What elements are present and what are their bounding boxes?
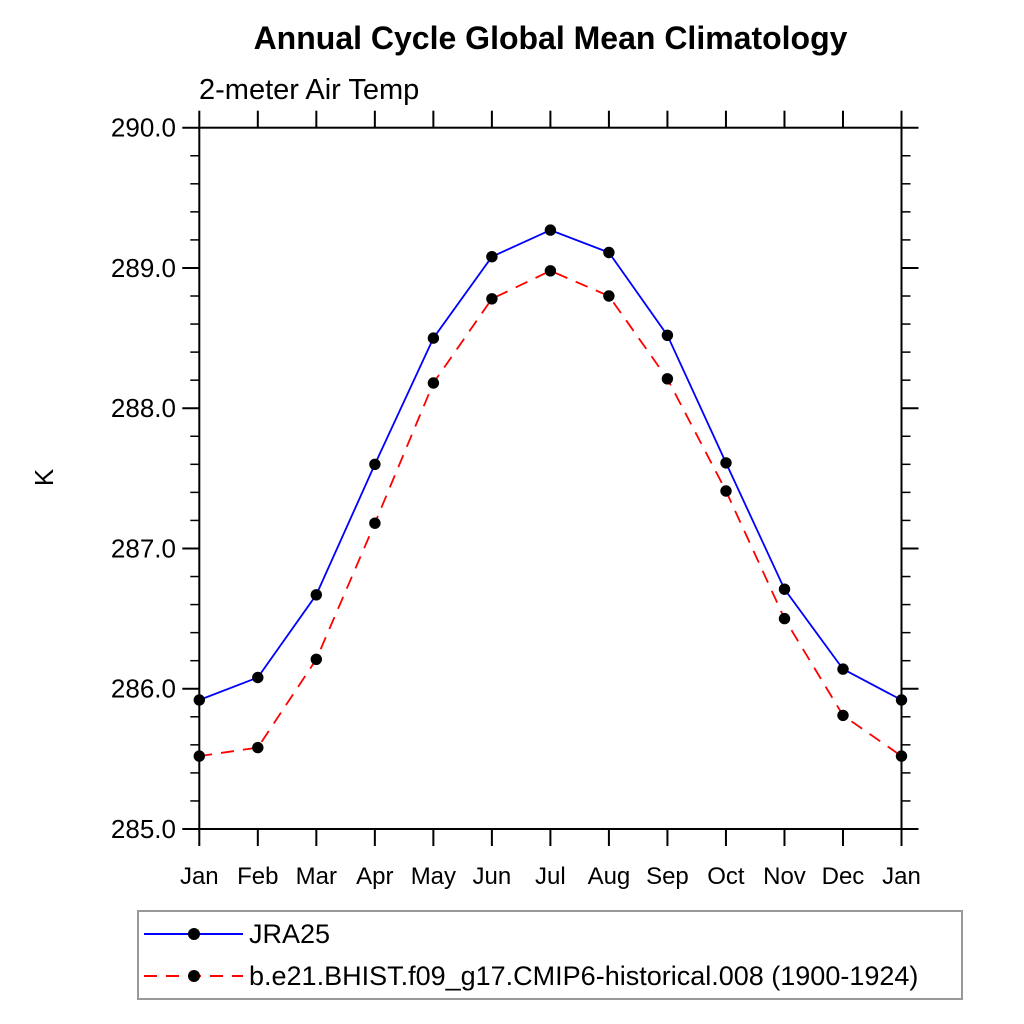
series-markers-0: [193, 224, 908, 706]
svg-text:Jun: Jun: [473, 863, 512, 890]
svg-text:Jan: Jan: [882, 863, 921, 890]
svg-text:Nov: Nov: [763, 863, 806, 890]
svg-text:Oct: Oct: [707, 863, 745, 890]
svg-text:Feb: Feb: [237, 863, 278, 890]
svg-text:Aug: Aug: [588, 863, 631, 890]
svg-text:Dec: Dec: [822, 863, 865, 890]
svg-text:May: May: [411, 863, 456, 890]
chart-subtitle: 2-meter Air Temp: [199, 74, 420, 106]
svg-text:286.0: 286.0: [111, 674, 176, 704]
chart-title: Annual Cycle Global Mean Climatology: [253, 20, 848, 56]
legend-line-sample-solid: [144, 928, 243, 940]
svg-text:285.0: 285.0: [111, 814, 176, 844]
legend-item-model: b.e21.BHIST.f09_g17.CMIP6-historical.008…: [142, 960, 919, 991]
svg-text:Mar: Mar: [296, 863, 337, 890]
x-ticks-and-labels: Jan Feb Mar Apr May Jun Jul Aug Sep Oct Nov Dec Jan: [180, 110, 921, 890]
svg-text:290.0: 290.0: [111, 113, 176, 143]
svg-text:287.0: 287.0: [111, 533, 176, 563]
svg-text:Sep: Sep: [646, 863, 689, 890]
series-markers-1: [193, 265, 908, 762]
svg-text:Jul: Jul: [535, 863, 566, 890]
legend-label: JRA25: [249, 918, 331, 949]
svg-text:288.0: 288.0: [111, 393, 176, 423]
legend-label: b.e21.BHIST.f09_g17.CMIP6-historical.008…: [249, 960, 919, 991]
legend-line-sample-dashed: [144, 970, 243, 982]
svg-text:Jan: Jan: [180, 863, 219, 890]
svg-text:Apr: Apr: [356, 863, 393, 890]
y-ticks-and-labels: 285.0 286.0 287.0 288.0 289.0 290.0: [111, 113, 919, 844]
series-line-1: [199, 269, 903, 757]
series-line-0: [198, 229, 902, 701]
legend: JRA25 b.e21.BHIST.f09_g17.CMIP6-historic…: [137, 910, 963, 1000]
svg-text:289.0: 289.0: [111, 253, 176, 283]
legend-item-jra25: JRA25: [142, 918, 331, 949]
